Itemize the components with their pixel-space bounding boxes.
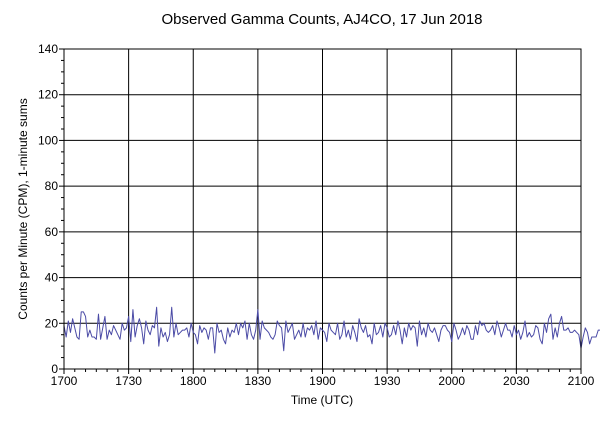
chart-title: Observed Gamma Counts, AJ4CO, 17 Jun 201… bbox=[162, 11, 483, 28]
grid-lines bbox=[64, 49, 581, 369]
y-tick-label: 40 bbox=[45, 271, 59, 285]
y-tick-label: 20 bbox=[45, 316, 59, 330]
x-tick-label: 1800 bbox=[180, 374, 207, 388]
x-axis-label: Time (UTC) bbox=[291, 393, 353, 407]
x-tick-label: 1900 bbox=[309, 374, 336, 388]
y-tick-label: 120 bbox=[38, 88, 58, 102]
y-tick-label: 60 bbox=[45, 225, 59, 239]
x-tick-label: 1930 bbox=[374, 374, 401, 388]
x-tick-label: 2030 bbox=[503, 374, 530, 388]
series-line bbox=[63, 306, 600, 354]
y-tick-label: 80 bbox=[45, 179, 59, 193]
y-tick-label: 100 bbox=[38, 133, 58, 147]
x-tick-label: 2100 bbox=[568, 374, 595, 388]
y-axis-label: Counts per Minute (CPM), 1-minute sums bbox=[16, 98, 30, 319]
x-tick-label: 2000 bbox=[438, 374, 465, 388]
series-layer bbox=[63, 306, 600, 354]
tick-marks bbox=[59, 48, 582, 374]
x-tick-label: 1700 bbox=[51, 374, 78, 388]
x-tick-label: 1730 bbox=[115, 374, 142, 388]
y-axis-tick-labels: 0 20 40 60 80 100 120 140 bbox=[38, 42, 58, 376]
x-axis-tick-labels: 1700 1730 1800 1830 1900 1930 2000 2030 2100 bbox=[51, 374, 595, 388]
x-tick-label: 1830 bbox=[245, 374, 272, 388]
y-tick-label: 0 bbox=[51, 362, 58, 376]
y-tick-label: 140 bbox=[38, 42, 58, 56]
